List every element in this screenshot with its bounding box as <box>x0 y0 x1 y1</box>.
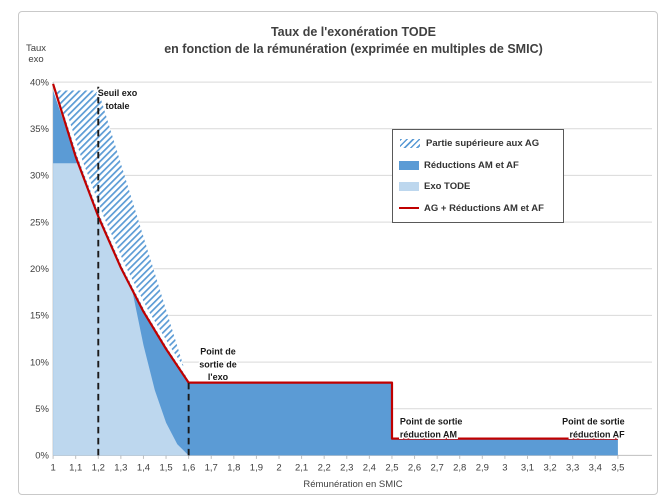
y-tick-label: 25% <box>30 217 50 228</box>
x-tick-label: 1,6 <box>182 463 195 474</box>
legend-item-ag-reductions: AG + Réductions AM et AF <box>399 198 563 218</box>
light-blue-swatch-icon <box>399 182 419 192</box>
y-axis-title: Taux exo <box>20 43 52 65</box>
legend-box: Partie supérieure aux AG Réductions AM e… <box>392 129 564 223</box>
annotation-text: Point de sortie <box>562 417 625 427</box>
x-tick-label: 2,7 <box>431 463 444 474</box>
annotation-text: Point de <box>200 347 236 357</box>
y-tick-label: 5% <box>35 404 49 415</box>
area-exo-tode <box>53 163 189 456</box>
x-tick-label: 1,3 <box>114 463 127 474</box>
legend-item-reductions-am-af: Réductions AM et AF <box>399 155 563 175</box>
white-gap-line <box>64 114 194 384</box>
x-tick-label: 3,4 <box>589 463 602 474</box>
x-axis-title: Rémunération en SMIC <box>303 479 403 490</box>
x-tick-label: 3,3 <box>566 463 579 474</box>
annotation-text: totale <box>105 101 129 111</box>
x-tick-label: 3,5 <box>611 463 624 474</box>
line-ag-reductions <box>52 83 618 440</box>
hatch-swatch-icon <box>399 138 421 150</box>
x-tick-label: 2 <box>276 463 281 474</box>
annotation-text: sortie de <box>199 359 237 369</box>
annotation-text: l'exo <box>208 372 229 382</box>
x-tick-label: 2,8 <box>453 463 466 474</box>
x-tick-label: 1,7 <box>205 463 218 474</box>
x-tick-label: 3 <box>502 463 507 474</box>
legend-item-partie-superieure: Partie supérieure aux AG <box>399 134 563 154</box>
chart-title: Taux de l'exonération TODE en fonction d… <box>53 24 654 58</box>
x-tick-label: 1,2 <box>92 463 105 474</box>
annotation-text: réduction AM <box>400 429 457 439</box>
x-tick-label: 1,4 <box>137 463 150 474</box>
x-tick-label: 3,1 <box>521 463 534 474</box>
legend-label: AG + Réductions AM et AF <box>424 202 544 214</box>
x-tick-label: 3,2 <box>543 463 556 474</box>
annotation-text: Seuil exo <box>98 88 138 98</box>
x-tick-label: 1,5 <box>159 463 172 474</box>
x-tick-label: 2,6 <box>408 463 421 474</box>
legend-label: Exo TODE <box>424 181 471 193</box>
y-axis-title-line1: Taux <box>25 43 47 54</box>
x-tick-label: 2,4 <box>363 463 376 474</box>
y-tick-label: 30% <box>30 171 50 182</box>
x-tick-label: 2,2 <box>318 463 331 474</box>
chart-title-line1: Taux de l'exonération TODE <box>270 25 437 39</box>
y-tick-label: 0% <box>35 451 49 462</box>
x-tick-label: 2,9 <box>476 463 489 474</box>
y-axis-title-line2: exo <box>28 53 44 65</box>
x-tick-label: 1,8 <box>227 463 240 474</box>
red-line-swatch-icon <box>399 207 419 210</box>
y-tick-label: 35% <box>30 124 50 135</box>
area-partie-superieure-hatch <box>55 90 189 383</box>
annotation-text: réduction AF <box>569 429 625 439</box>
x-tick-label: 2,1 <box>295 463 308 474</box>
x-tick-label: 2,5 <box>385 463 398 474</box>
legend-item-exo-tode: Exo TODE <box>399 177 563 197</box>
y-tick-label: 10% <box>30 357 50 368</box>
y-tick-label: 15% <box>30 311 50 322</box>
x-tick-label: 2,3 <box>340 463 353 474</box>
annotation-text: Point de sortie <box>400 417 463 427</box>
y-tick-label: 20% <box>30 264 50 275</box>
medium-blue-swatch-icon <box>399 160 419 170</box>
chart-title-line2: en fonction de la rémunération (exprimée… <box>164 42 543 56</box>
x-tick-label: 1,9 <box>250 463 263 474</box>
x-tick-label: 1 <box>50 463 55 474</box>
legend-label: Réductions AM et AF <box>424 159 519 171</box>
legend-label: Partie supérieure aux AG <box>426 138 540 150</box>
y-tick-label: 40% <box>30 77 50 88</box>
x-tick-label: 1,1 <box>69 463 82 474</box>
